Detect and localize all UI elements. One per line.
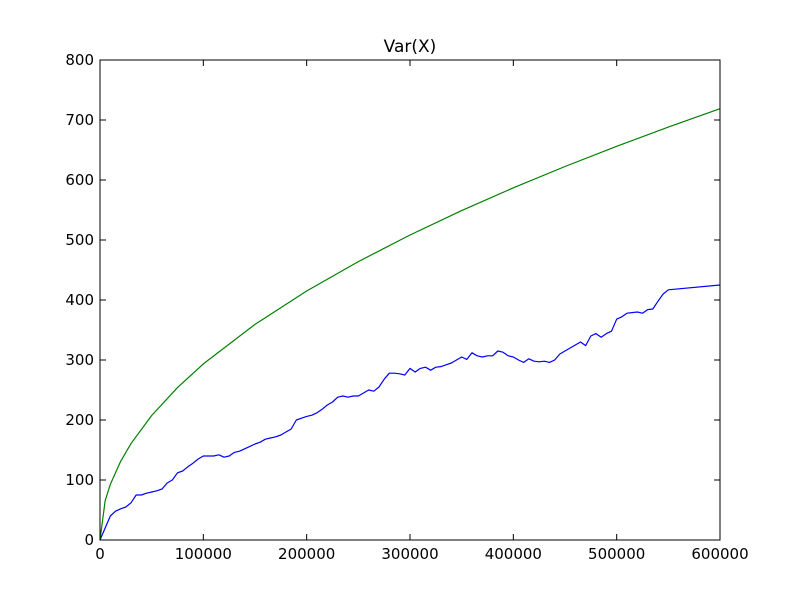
x-tick-label: 0	[95, 545, 105, 563]
y-tick-label: 0	[84, 531, 94, 549]
y-tick-label: 100	[65, 471, 94, 489]
series-layer	[99, 108, 721, 541]
x-tick-label: 500000	[588, 545, 645, 563]
y-tick-label: 800	[65, 51, 94, 69]
y-tick-label: 200	[65, 411, 94, 429]
y-tick-label: 700	[65, 111, 94, 129]
y-tick-label: 400	[65, 291, 94, 309]
chart-title: Var(X)	[384, 37, 437, 57]
y-tick-label: 300	[65, 351, 94, 369]
series-line-1	[99, 284, 721, 541]
x-tick-label: 300000	[381, 545, 438, 563]
series-line-2	[99, 108, 721, 541]
x-tick-label: 100000	[175, 545, 232, 563]
plot-frame	[99, 59, 721, 541]
ticks-layer: 0 100000 200000 300000 400000 500000 600000 0 10…	[65, 51, 748, 563]
x-tick-label: 600000	[691, 545, 748, 563]
y-tick-label: 500	[65, 231, 94, 249]
x-tick-label: 200000	[278, 545, 335, 563]
y-tick-label: 600	[65, 171, 94, 189]
x-tick-label: 400000	[485, 545, 542, 563]
